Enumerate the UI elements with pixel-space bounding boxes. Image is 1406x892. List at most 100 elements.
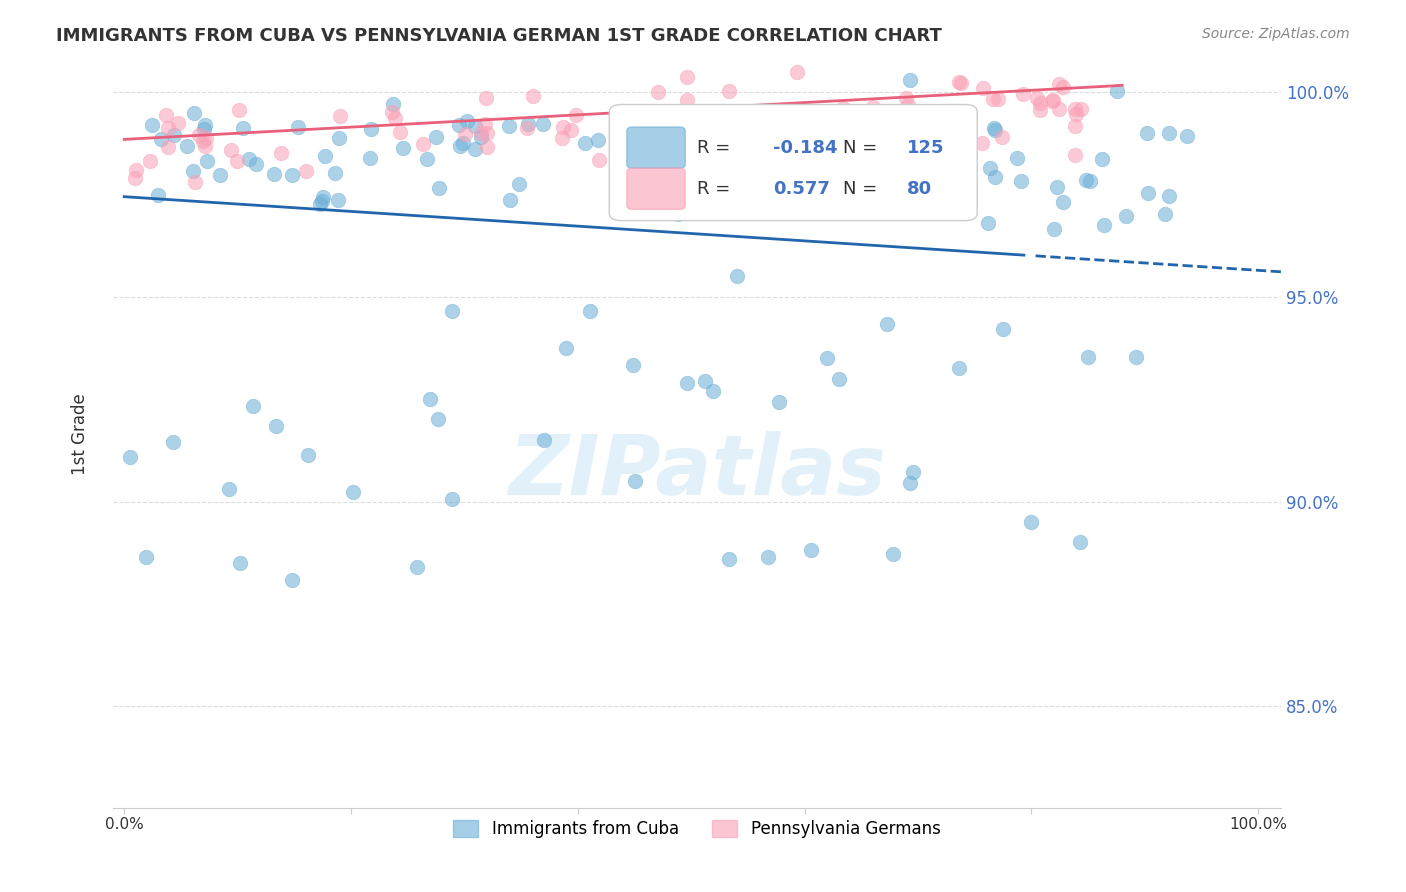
Point xyxy=(882,548,904,562)
Point xyxy=(588,133,610,147)
Point xyxy=(1135,126,1157,140)
Point xyxy=(666,207,689,221)
Point xyxy=(193,119,215,133)
Point xyxy=(1070,103,1092,117)
Point xyxy=(297,448,319,462)
Point xyxy=(245,156,267,170)
Point xyxy=(381,97,404,112)
Point xyxy=(673,171,696,186)
Point xyxy=(464,119,486,133)
Point xyxy=(702,384,724,398)
Point xyxy=(813,156,835,170)
Point xyxy=(449,118,471,132)
Point xyxy=(416,153,439,167)
Point xyxy=(1092,219,1115,233)
Point xyxy=(1047,77,1070,91)
Point xyxy=(1078,174,1101,188)
Y-axis label: 1st Grade: 1st Grade xyxy=(72,393,89,475)
Point xyxy=(827,372,849,386)
Point xyxy=(1125,350,1147,364)
Point xyxy=(578,304,600,318)
Text: 80: 80 xyxy=(907,180,932,198)
Point xyxy=(1029,103,1052,117)
Point xyxy=(441,492,464,507)
Point xyxy=(948,360,970,375)
Point xyxy=(1043,222,1066,236)
Point xyxy=(704,115,727,129)
Point xyxy=(678,181,700,195)
Point xyxy=(1047,102,1070,116)
Point xyxy=(342,484,364,499)
Point xyxy=(621,126,644,140)
Point xyxy=(454,127,477,141)
Point xyxy=(876,317,898,331)
FancyBboxPatch shape xyxy=(627,127,685,169)
Point xyxy=(125,163,148,178)
Point xyxy=(1052,195,1074,210)
Point xyxy=(226,153,249,168)
Point xyxy=(1074,173,1097,187)
Point xyxy=(718,84,741,98)
Point xyxy=(773,127,796,141)
Point xyxy=(1064,107,1087,121)
Point xyxy=(425,129,447,144)
Point xyxy=(392,141,415,155)
Point xyxy=(228,103,250,117)
Point xyxy=(943,176,966,190)
Point xyxy=(862,100,884,114)
Point xyxy=(1115,210,1137,224)
Point xyxy=(522,89,544,103)
Point xyxy=(508,178,530,192)
Point xyxy=(156,140,179,154)
Point xyxy=(516,117,538,131)
Point xyxy=(984,123,1007,137)
Point xyxy=(959,172,981,186)
Point xyxy=(786,65,808,79)
Point xyxy=(717,552,740,566)
Point xyxy=(991,322,1014,336)
Text: R =: R = xyxy=(697,139,735,157)
Point xyxy=(720,108,742,122)
Point xyxy=(281,574,304,588)
Point xyxy=(897,113,920,128)
Point xyxy=(120,450,142,464)
Point xyxy=(232,121,254,136)
Point xyxy=(605,153,627,167)
Point xyxy=(138,153,160,168)
Point xyxy=(162,434,184,449)
Point xyxy=(312,190,335,204)
Point xyxy=(360,121,382,136)
Point xyxy=(945,145,967,160)
Point xyxy=(560,122,582,136)
FancyBboxPatch shape xyxy=(609,104,977,220)
Point xyxy=(1153,207,1175,221)
Point xyxy=(948,75,970,89)
Point xyxy=(208,168,231,182)
Point xyxy=(1091,152,1114,166)
Point xyxy=(588,153,610,167)
Point xyxy=(738,118,761,132)
Point xyxy=(456,114,478,128)
Point xyxy=(800,542,823,557)
Point xyxy=(901,465,924,479)
Point xyxy=(229,556,252,570)
Point xyxy=(381,104,404,119)
Point xyxy=(287,120,309,134)
Text: 0.0%: 0.0% xyxy=(105,817,143,831)
Point xyxy=(711,103,734,118)
Point xyxy=(751,195,773,210)
Point xyxy=(264,419,287,434)
Point xyxy=(1064,119,1087,133)
Point xyxy=(238,152,260,166)
Point xyxy=(981,92,1004,106)
Point xyxy=(309,196,332,211)
Point xyxy=(141,118,163,132)
Point xyxy=(194,131,217,145)
Point xyxy=(898,475,921,490)
Text: 0.577: 0.577 xyxy=(773,180,830,198)
Point xyxy=(388,125,411,139)
Text: IMMIGRANTS FROM CUBA VS PENNSYLVANIA GERMAN 1ST GRADE CORRELATION CHART: IMMIGRANTS FROM CUBA VS PENNSYLVANIA GER… xyxy=(56,27,942,45)
Point xyxy=(927,200,949,214)
Point xyxy=(617,120,640,134)
Point xyxy=(405,560,427,574)
